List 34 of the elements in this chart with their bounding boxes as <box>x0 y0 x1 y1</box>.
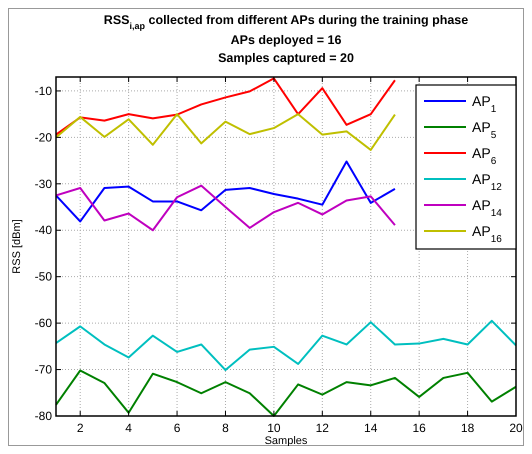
legend-label: AP$_{16}$ <box>472 223 502 244</box>
line-series <box>55 160 396 222</box>
y-tick-label: -70 <box>34 362 52 377</box>
x-tick-label: 14 <box>364 421 378 435</box>
y-tick-label: -40 <box>34 223 52 238</box>
y-tick-label: -30 <box>34 176 52 191</box>
x-tick-label: 18 <box>460 421 475 435</box>
line-series <box>55 113 396 151</box>
x-tick-label: 12 <box>316 421 330 435</box>
x-tick-label: 8 <box>222 421 230 435</box>
y-tick-label: -10 <box>34 84 52 98</box>
legend-label: AP$_{1}$ <box>472 93 497 114</box>
x-tick-label: 2 <box>76 421 84 435</box>
y-tick-label: -80 <box>34 409 52 423</box>
legend-label: AP$_{14}$ <box>472 197 502 218</box>
chart-title: RSS$_{i,ap}$ collected from different APs during the training phase <box>104 13 468 31</box>
x-tick-label: 16 <box>412 421 426 435</box>
x-tick-label: 4 <box>125 421 132 435</box>
x-tick-label: 6 <box>174 421 181 435</box>
line-series <box>55 320 517 372</box>
y-tick-label: -20 <box>34 130 52 144</box>
y-axis-title: RSS [dBm] <box>11 219 23 274</box>
legend-label: AP$_{6}$ <box>472 145 497 166</box>
x-tick-label: 10 <box>267 421 281 435</box>
y-tick-label: -60 <box>34 316 52 330</box>
line-series <box>55 369 517 417</box>
line-series <box>55 184 396 232</box>
legend-label: AP$_{12}$ <box>472 171 502 192</box>
line-series <box>55 77 396 136</box>
chart-subtitle: APs deployed = 16 Samples captured = 20 <box>218 33 354 65</box>
x-tick-label: 20 <box>509 421 523 435</box>
x-axis-title: Samples <box>264 435 308 447</box>
y-tick-label: -50 <box>34 270 52 284</box>
legend-label: AP$_{5}$ <box>472 119 497 140</box>
